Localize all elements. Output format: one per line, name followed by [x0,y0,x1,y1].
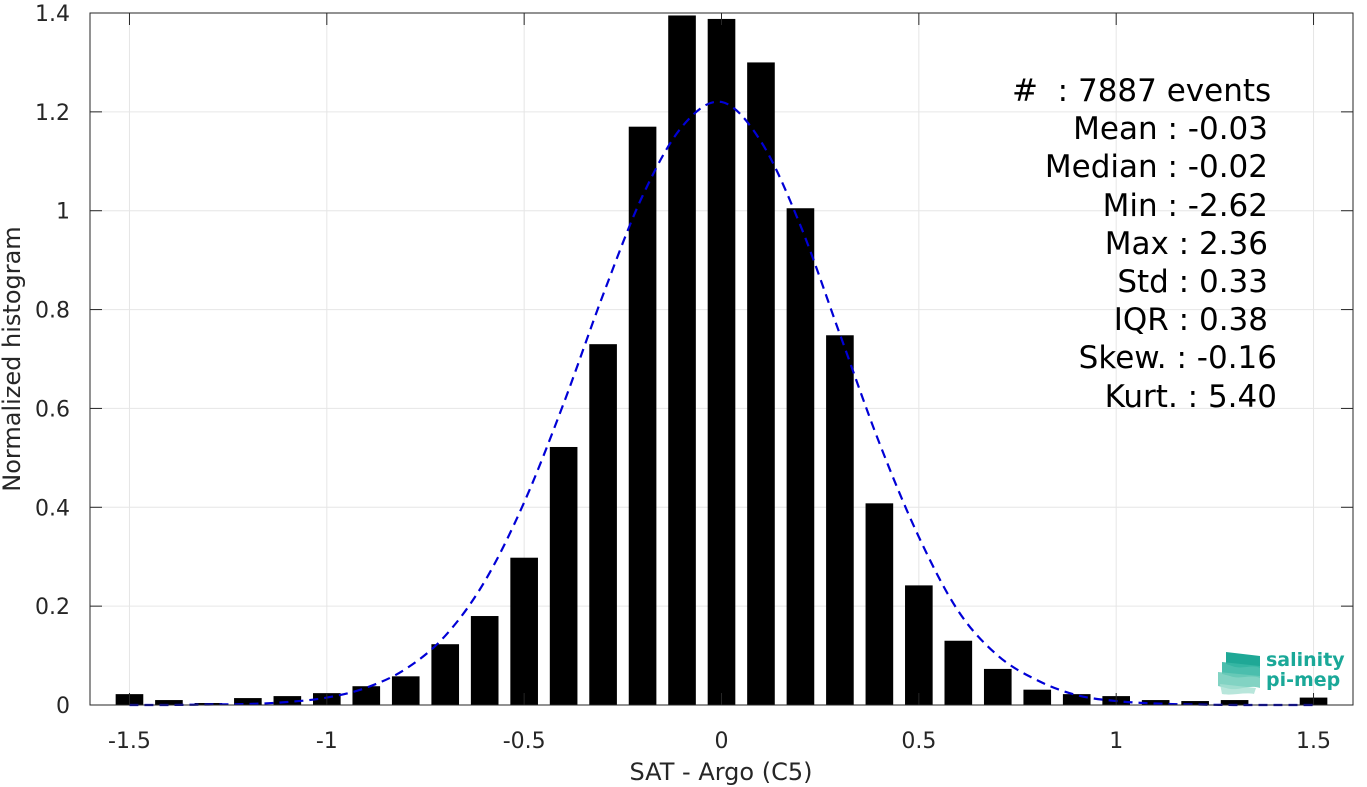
histogram-bar [944,640,973,705]
stats-count: # : 7887 events [1012,73,1272,109]
stats-mean: Mean : -0.03 [1073,111,1268,147]
y-axis-label: Normalized histogram [0,226,26,491]
histogram-bar [549,446,578,705]
histogram-bar [1181,701,1209,705]
histogram-bar [1220,700,1249,705]
axis-ticks: -1.5 -1 -0.5 0 0.5 1 1.5 0 0.2 0.4 0.6 0.8 1 1.2 1.4 [35,2,1353,754]
histogram-bar [155,700,183,705]
histogram-bar [589,344,617,705]
x-tick-label: 0 [715,729,729,754]
stats-iqr: IQR : 0.38 [1113,302,1268,338]
logo-line2: pi-mep [1266,669,1341,691]
histogram-bar [510,557,538,705]
y-tick-label: 0.4 [35,496,70,521]
stats-max: Max : 2.36 [1104,226,1268,262]
y-tick-label: 0.8 [35,299,70,324]
y-tick-label: 0 [56,694,70,719]
histogram-bar [826,335,854,705]
y-tick-label: 0.2 [35,595,70,620]
y-tick-label: 1.2 [35,101,70,126]
logo-line1: salinity [1266,649,1345,671]
stats-skew: Skew. : -0.16 [1078,340,1277,376]
histogram-bar [747,62,775,705]
histogram-bar [431,644,460,705]
x-tick-label: 0.5 [901,729,936,754]
x-tick-label: -0.5 [503,729,546,754]
salinity-pimep-logo: salinity pi-mep [1216,648,1346,696]
histogram-bar [391,676,420,705]
histogram-bar [905,585,933,705]
normal-fit-curve [129,100,1314,707]
histogram-bars [115,15,1328,705]
x-axis-label: SAT - Argo (C5) [630,758,813,786]
x-tick-label: 1 [1109,729,1123,754]
x-tick-label: -1.5 [108,729,151,754]
histogram-bar [470,616,499,705]
stats-median: Median : -0.02 [1044,149,1268,185]
histogram-bar [707,18,736,705]
histogram-bar [352,686,381,705]
histogram-bar [668,15,696,705]
x-tick-label: -1 [316,729,338,754]
stats-min: Min : -2.62 [1102,188,1268,224]
stats-std: Std : 0.33 [1117,264,1268,300]
histogram-bar [786,208,815,705]
histogram-bar [983,668,1012,705]
y-tick-label: 1 [56,200,70,225]
histogram-bar [628,126,657,705]
histogram-bar [273,696,302,705]
y-tick-label: 0.6 [35,397,70,422]
histogram-bar [1062,694,1091,705]
y-tick-label: 1.4 [35,2,70,27]
x-tick-label: 1.5 [1296,729,1331,754]
histogram-bar [1023,689,1052,705]
histogram-bar [234,698,262,705]
histogram-bar [865,503,894,705]
stats-kurt: Kurt. : 5.40 [1104,379,1277,415]
wave-logo-icon [1218,652,1260,695]
